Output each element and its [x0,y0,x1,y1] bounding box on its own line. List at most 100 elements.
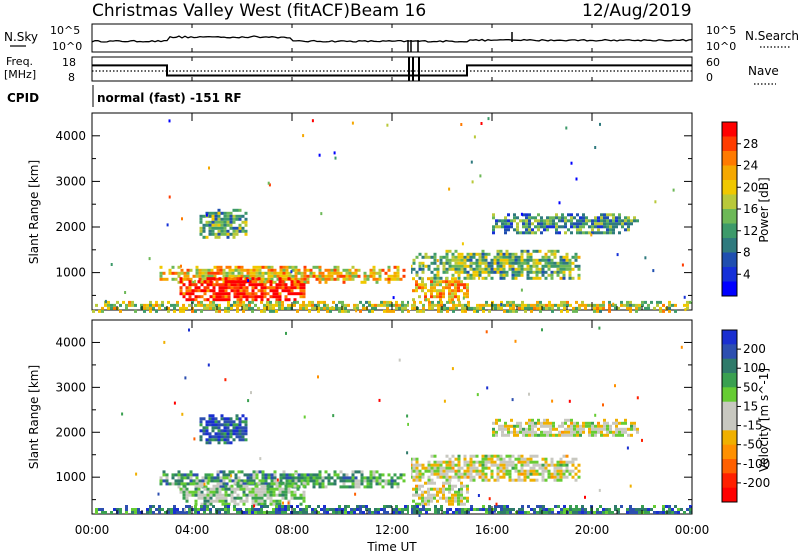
heatmap-cell [231,274,235,278]
heatmap-cell [285,476,289,480]
heatmap-cell [469,255,473,259]
heatmap-cell [535,472,539,476]
heatmap-cell [562,255,566,259]
heatmap-cell [526,252,530,256]
heatmap-cell [231,271,235,275]
heatmap-cell [434,508,437,511]
heatmap-cell [585,421,588,425]
heatmap-cell [229,220,233,224]
heatmap-cell [231,268,235,272]
heatmap-cell [508,261,512,265]
heatmap-cell [481,472,485,476]
heatmap-cell [226,220,230,224]
heatmap-cell [504,424,507,428]
heatmap-cell [500,511,503,514]
heatmap-cell [227,306,230,310]
heatmap-cell [195,479,199,483]
heatmap-cell [421,283,424,287]
heatmap-cell [241,435,245,439]
heatmap-cell [362,303,365,307]
heatmap-scatter [443,399,446,403]
heatmap-cell [505,249,509,253]
heatmap-cell [270,485,274,489]
heatmap-cell [644,508,647,511]
heatmap-cell [199,435,203,439]
heatmap-cell [238,426,242,430]
heatmap-cell [218,303,221,307]
heatmap-cell [173,505,176,508]
heatmap-cell [514,469,518,473]
heatmap-cell [421,255,425,259]
heatmap-cell [227,511,230,514]
heatmap-cell [668,300,671,304]
heatmap-cell [251,508,254,511]
heatmap-cell [235,214,239,218]
heatmap-scatter [317,375,319,379]
heatmap-cell [284,505,287,508]
heatmap-cell [448,466,452,470]
heatmap-scatter [514,339,517,343]
heatmap-cell [176,511,179,514]
heatmap-cell [332,300,335,304]
heatmap-cell [557,303,560,307]
heatmap-cell [624,430,627,434]
heatmap-cell [487,457,491,461]
heatmap-cell [264,476,268,480]
heatmap-cell [460,481,463,485]
heatmap-cell [149,303,152,307]
heatmap-cell [257,283,261,287]
heatmap-cell [267,277,271,281]
heatmap-cell [291,482,295,486]
heatmap-cell [606,430,609,434]
heatmap-cell [214,426,218,430]
heatmap-cell [353,511,356,514]
heatmap-cell [293,496,297,500]
heatmap-cell [524,511,527,514]
heatmap-cell [387,265,391,269]
heatmap-cell [275,289,279,293]
heatmap-cell [496,252,500,256]
heatmap-cell [398,511,401,514]
heatmap-cell [533,303,536,307]
heatmap-cell [542,306,545,310]
heatmap-cell [299,508,302,511]
heatmap-cell [189,268,193,272]
heatmap-cell [635,508,638,511]
heatmap-cell [223,229,227,233]
heatmap-cell [626,306,629,310]
heatmap-cell [535,273,539,277]
heatmap-cell [248,283,252,287]
heatmap-cell [347,505,350,508]
heatmap-scatter [135,472,138,476]
heatmap-cell [318,274,322,278]
heatmap-scatter [594,146,597,149]
heatmap-cell [362,306,365,310]
heatmap-cell [353,508,356,511]
heatmap-cell [206,306,209,310]
heatmap-cell [463,457,467,461]
heatmap-cell [606,225,609,229]
heatmap-cell [550,264,554,268]
heatmap-cell [210,268,214,272]
heatmap-cell [185,511,188,514]
heatmap-cell [284,289,288,293]
heatmap-cell [445,481,448,485]
heatmap-cell [186,277,190,281]
heatmap-cell [348,277,352,281]
heatmap-cell [635,306,638,310]
heatmap-cell [290,286,294,290]
heatmap-cell [294,470,298,474]
heatmap-scatter [320,212,323,216]
heatmap-cell [578,508,581,511]
heatmap-cell [570,216,573,220]
heatmap-cell [424,283,427,287]
heatmap-cell [218,289,222,293]
heatmap-cell [600,225,603,229]
heatmap-cell [552,433,555,437]
heatmap-cell [98,508,101,511]
heatmap-cell [476,309,479,313]
colorbar-frame [721,329,738,503]
heatmap-cell [380,300,383,304]
heatmap-cell [296,496,300,500]
heatmap-cell [463,469,467,473]
